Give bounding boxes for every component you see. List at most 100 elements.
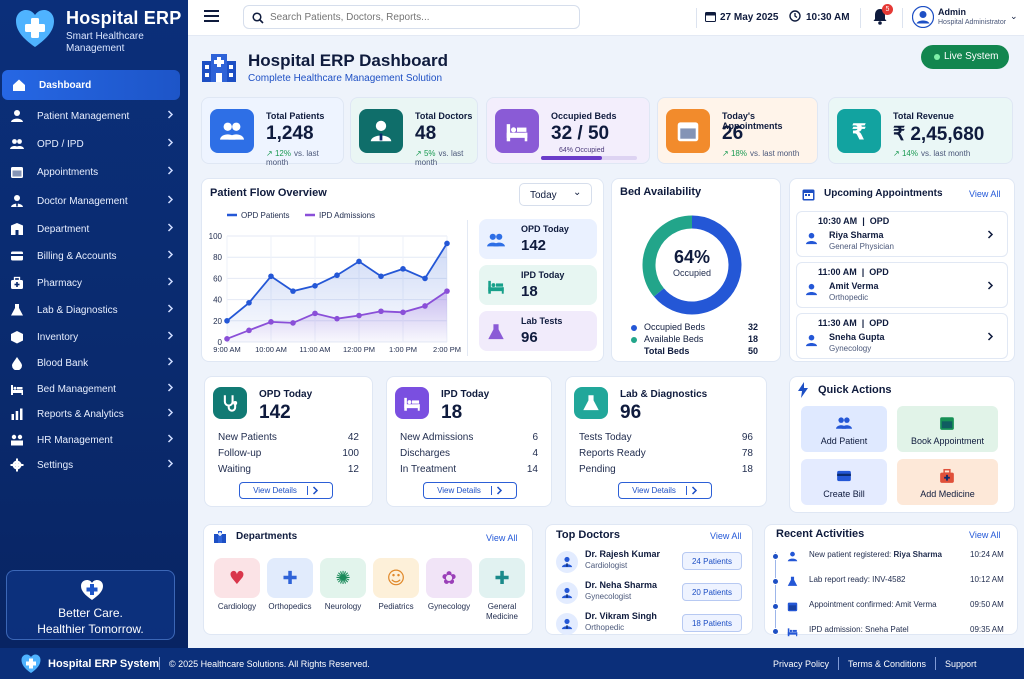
baby-icon[interactable]: ☺ [373,558,419,598]
data-point[interactable] [246,327,252,334]
data-point[interactable] [378,273,384,280]
sidebar-item-inventory[interactable]: Inventory [0,324,188,350]
doctor-name[interactable]: Dr. Vikram Singh [585,611,657,621]
data-point[interactable] [422,303,428,309]
view-details-button[interactable]: View Details [239,482,333,499]
data-point[interactable] [224,336,230,342]
bed-legend-label: Total Beds [644,346,690,356]
data-point[interactable] [268,319,274,325]
sidebar-item-appointments[interactable]: Appointments [0,159,188,185]
uterus-icon[interactable]: ✿ [426,558,472,598]
sidebar-item-doctor-management[interactable]: Doctor Management [0,188,188,214]
quick-action-add-patient[interactable]: Add Patient [801,406,887,452]
avatar[interactable] [912,6,934,28]
chevron-right-icon[interactable] [987,332,994,344]
appointment-item[interactable]: 11:30 AM | OPD Sneha Gupta Gynecology [796,313,1008,359]
menu-icon[interactable] [204,9,220,23]
chevron-right-icon[interactable] [987,230,994,242]
heart-icon[interactable]: ♥ [214,558,260,598]
sidebar-item-hr-management[interactable]: HR Management [0,427,188,453]
summary-row-value: 100 [342,448,359,459]
kpi-card[interactable]: Occupied Beds 32 / 50 64% Occupied [486,97,650,164]
stethoscope-icon[interactable]: ✚ [479,558,525,598]
chevron-right-icon [167,110,174,122]
user-icon [787,551,798,562]
data-point[interactable] [444,288,450,294]
data-point[interactable] [356,258,362,265]
search-input[interactable] [270,10,570,25]
kpi-card[interactable]: ₹ Total Revenue ₹ 2,45,680 ↗ 14% vs. last mo… [828,97,1013,164]
live-system-badge[interactable]: Live System [921,45,1009,69]
kpi-card[interactable]: Total Patients 1,248 ↗ 12% vs. last month [201,97,344,167]
top-doctors-view-all[interactable]: View All [710,531,742,541]
data-point[interactable] [334,272,340,279]
flow-stat-card[interactable]: IPD Today 18 [479,265,597,305]
quick-action-label: Add Patient [820,436,868,446]
chevron-right-icon[interactable] [987,281,994,293]
activities-view-all[interactable]: View All [969,530,1001,540]
activity-time: 09:35 AM [970,625,1004,634]
flask-icon [787,576,798,587]
data-point[interactable] [312,283,318,289]
doctor-name[interactable]: Dr. Rajesh Kumar [585,549,661,559]
data-point[interactable] [356,312,362,319]
quick-action-book-appointment[interactable]: Book Appointment [897,406,998,452]
summary-title: Lab & Diagnostics [620,389,708,400]
sidebar-item-pharmacy[interactable]: Pharmacy [0,270,188,296]
data-point[interactable] [400,266,406,272]
bone-icon[interactable]: ✚ [267,558,313,598]
data-point[interactable] [378,308,384,315]
period-select[interactable]: Today ⌄ [519,183,592,206]
sidebar-item-opd-ipd[interactable]: OPD / IPD [0,131,188,157]
data-point[interactable] [334,315,340,322]
footer-link-support[interactable]: Support [945,659,977,669]
data-point[interactable] [290,288,296,294]
doctor-name[interactable]: Dr. Neha Sharma [585,580,658,590]
data-point[interactable] [422,275,428,282]
sidebar-item-lab-diagnostics[interactable]: Lab & Diagnostics [0,297,188,323]
billing-icon [10,249,24,263]
activity-text[interactable]: IPD admission: Sneha Patel [809,625,909,634]
data-point[interactable] [312,310,318,317]
appt-type: OPD [869,267,889,277]
data-point[interactable] [290,320,296,326]
flow-stat-card[interactable]: Lab Tests 96 [479,311,597,351]
patients-icon [210,109,254,153]
data-point[interactable] [268,273,274,280]
sidebar-item-patient-management[interactable]: Patient Management [0,103,188,129]
footer-link-privacy[interactable]: Privacy Policy [773,659,830,669]
data-point[interactable] [246,299,252,306]
data-point[interactable] [400,309,406,316]
chevron-down-icon[interactable]: ⌄ [1010,11,1018,21]
flow-stat-value: 18 [521,283,538,300]
activity-text[interactable]: New patient registered: Riya Sharma [809,550,942,559]
legend-dot-icon [631,337,637,343]
sidebar-item-bed-management[interactable]: Bed Management [0,376,188,402]
brain-icon[interactable]: ✺ [320,558,366,598]
sidebar-item-settings[interactable]: Settings [0,452,188,478]
data-point[interactable] [224,318,230,324]
quick-action-create-bill[interactable]: Create Bill [801,459,887,505]
sidebar-item-billing-accounts[interactable]: Billing & Accounts [0,243,188,269]
sidebar-item-reports-analytics[interactable]: Reports & Analytics [0,401,188,427]
appointment-item[interactable]: 11:00 AM | OPD Amit Verma Orthopedic [796,262,1008,308]
sidebar-item-blood-bank[interactable]: Blood Bank [0,350,188,376]
summary-row-label: Tests Today [579,432,632,443]
flow-stat-card[interactable]: OPD Today 142 [479,219,597,259]
sidebar-item-department[interactable]: Department [0,216,188,242]
footer-link-terms[interactable]: Terms & Conditions [848,659,927,669]
view-details-button[interactable]: View Details [618,482,712,499]
departments-view-all[interactable]: View All [486,533,518,543]
activity-text[interactable]: Appointment confirmed: Amit Verma [809,600,937,609]
kpi-card[interactable]: Total Doctors 48 ↗ 5% vs. last month [350,97,478,167]
kpi-card[interactable]: Today's Appointments 26 ↗ 18% vs. last mont… [657,97,818,164]
sidebar-item-dashboard[interactable]: Dashboard [2,70,180,100]
view-details-button[interactable]: View Details [423,482,517,499]
activity-text[interactable]: Lab report ready: INV-4582 [809,575,906,584]
quick-action-add-medicine[interactable]: Add Medicine [897,459,998,505]
appointments-view-all[interactable]: View All [969,189,1001,199]
department-label: General Medicine [485,602,518,621]
bed-legend-value: 50 [747,346,758,356]
appointment-item[interactable]: 10:30 AM | OPD Riya Sharma General Physici… [796,211,1008,257]
data-point[interactable] [444,240,450,247]
